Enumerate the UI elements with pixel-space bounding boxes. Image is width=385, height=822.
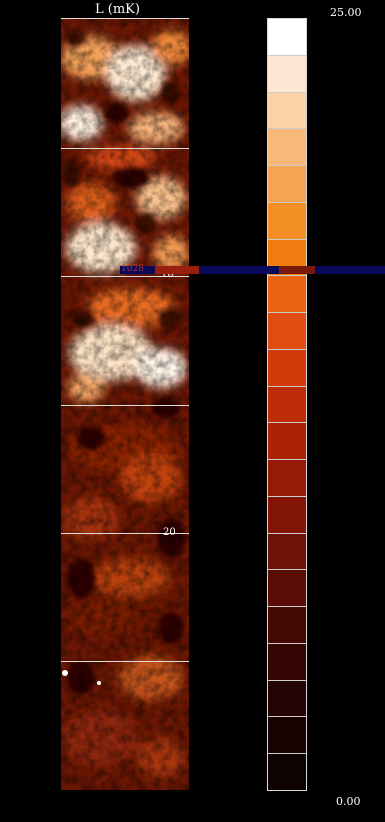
colorbar-swatch (267, 422, 307, 460)
colorbar-swatch (267, 54, 307, 92)
colorbar-divider (267, 642, 307, 644)
depth-gridline (61, 148, 189, 149)
cursor-strip-marker (155, 266, 199, 274)
colorbar-swatch (267, 165, 307, 203)
depth-gridline (61, 533, 189, 534)
colorbar-divider (267, 165, 307, 167)
colorbar-swatch (267, 716, 307, 754)
colorbar-divider (267, 128, 307, 130)
colorbar-divider (267, 569, 307, 571)
cursor-line[interactable] (120, 266, 385, 274)
depth-gridline (61, 405, 189, 406)
colorbar-swatch (267, 753, 307, 791)
colorbar-swatch (267, 275, 307, 313)
colorbar-swatch (267, 642, 307, 681)
colorbar-divider (267, 532, 307, 534)
colorbar-swatch (267, 91, 307, 129)
plot-title: L (mK) (95, 2, 140, 17)
colorbar-swatch (267, 606, 307, 644)
colorbar-swatch (267, 18, 307, 56)
colorbar-max-label: 25.00 (330, 6, 362, 19)
colorbar-divider (267, 91, 307, 93)
colorbar-swatch (267, 385, 307, 423)
depth-gridline (61, 276, 189, 277)
colorbar-swatch (267, 679, 307, 717)
depth-gridline (61, 661, 189, 662)
colorbar-divider (267, 422, 307, 424)
colorbar-divider (267, 238, 307, 240)
colorbar-divider (267, 348, 307, 350)
colorbar-swatch (267, 312, 307, 350)
colorbar-divider (267, 385, 307, 387)
colorbar-swatch (267, 348, 307, 387)
depth-label: 10 (161, 269, 174, 280)
colorbar-divider (267, 201, 307, 203)
cursor-colorbar-marker (279, 266, 315, 274)
color-scale-bar (267, 18, 307, 791)
colorbar-divider (267, 679, 307, 681)
cursor-readout: 1028 (121, 264, 144, 274)
depth-label: 20 (163, 527, 176, 538)
colorbar-divider (267, 312, 307, 314)
colorbar-divider (267, 753, 307, 755)
colorbar-divider (267, 716, 307, 718)
colorbar-min-label: 0.00 (336, 795, 361, 808)
intensity-map (61, 18, 189, 790)
depth-gridline (61, 18, 189, 19)
colorbar-swatch (267, 201, 307, 240)
intensity-strip[interactable] (61, 18, 189, 790)
colorbar-swatch (267, 128, 307, 166)
colorbar-divider (267, 459, 307, 461)
colorbar-swatch (267, 569, 307, 607)
colorbar-swatch (267, 532, 307, 570)
colorbar-swatch (267, 459, 307, 497)
colorbar-divider (267, 606, 307, 608)
colorbar-divider (267, 54, 307, 56)
colorbar-divider (267, 495, 307, 497)
colorbar-divider (267, 275, 307, 277)
colorbar-swatch (267, 495, 307, 534)
